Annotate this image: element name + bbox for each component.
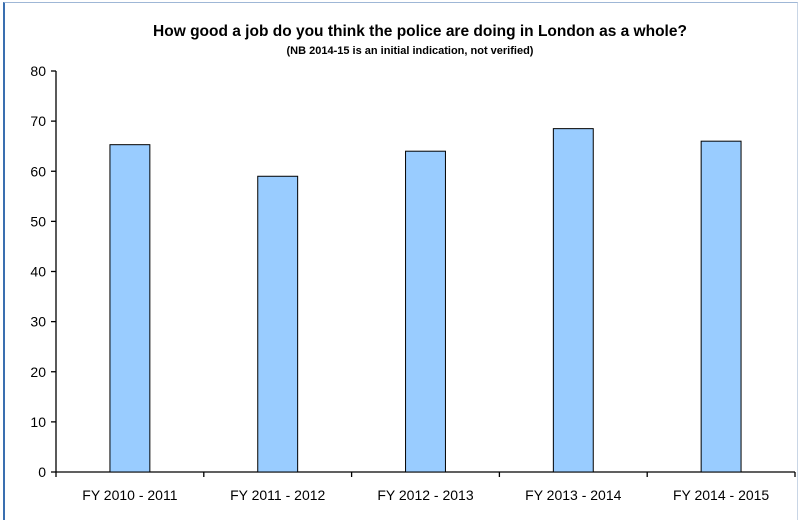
y-tick-label: 40 [30,264,46,280]
y-tick-label: 0 [38,464,46,480]
y-tick-label: 80 [30,63,46,79]
x-tick-label: FY 2013 - 2014 [525,487,621,503]
bar [109,144,151,473]
y-tick-label: 30 [30,314,46,330]
y-tick-labels: 0 10 20 30 40 50 60 70 80 [30,63,46,480]
chart-title: How good a job do you think the police a… [153,23,687,40]
x-tick-label: FY 2010 - 2011 [82,487,177,503]
x-tick-label: FY 2012 - 2013 [377,487,473,503]
bars [109,128,742,473]
y-tick-label: 70 [30,113,46,129]
x-tick-label: FY 2011 - 2012 [230,487,325,503]
x-tick-label: FY 2014 - 2015 [673,487,769,503]
y-tick-label: 10 [30,414,46,430]
bar [257,175,299,473]
y-tick-label: 20 [30,364,46,380]
chart-subtitle: (NB 2014-15 is an initial indication, no… [287,45,534,57]
y-tick-label: 50 [30,213,46,229]
bar [700,140,742,473]
bar [552,128,594,473]
y-tick-label: 60 [30,163,46,179]
x-tick-labels: FY 2010 - 2011 FY 2011 - 2012 FY 2012 - 20… [82,487,769,503]
bar [405,150,446,473]
